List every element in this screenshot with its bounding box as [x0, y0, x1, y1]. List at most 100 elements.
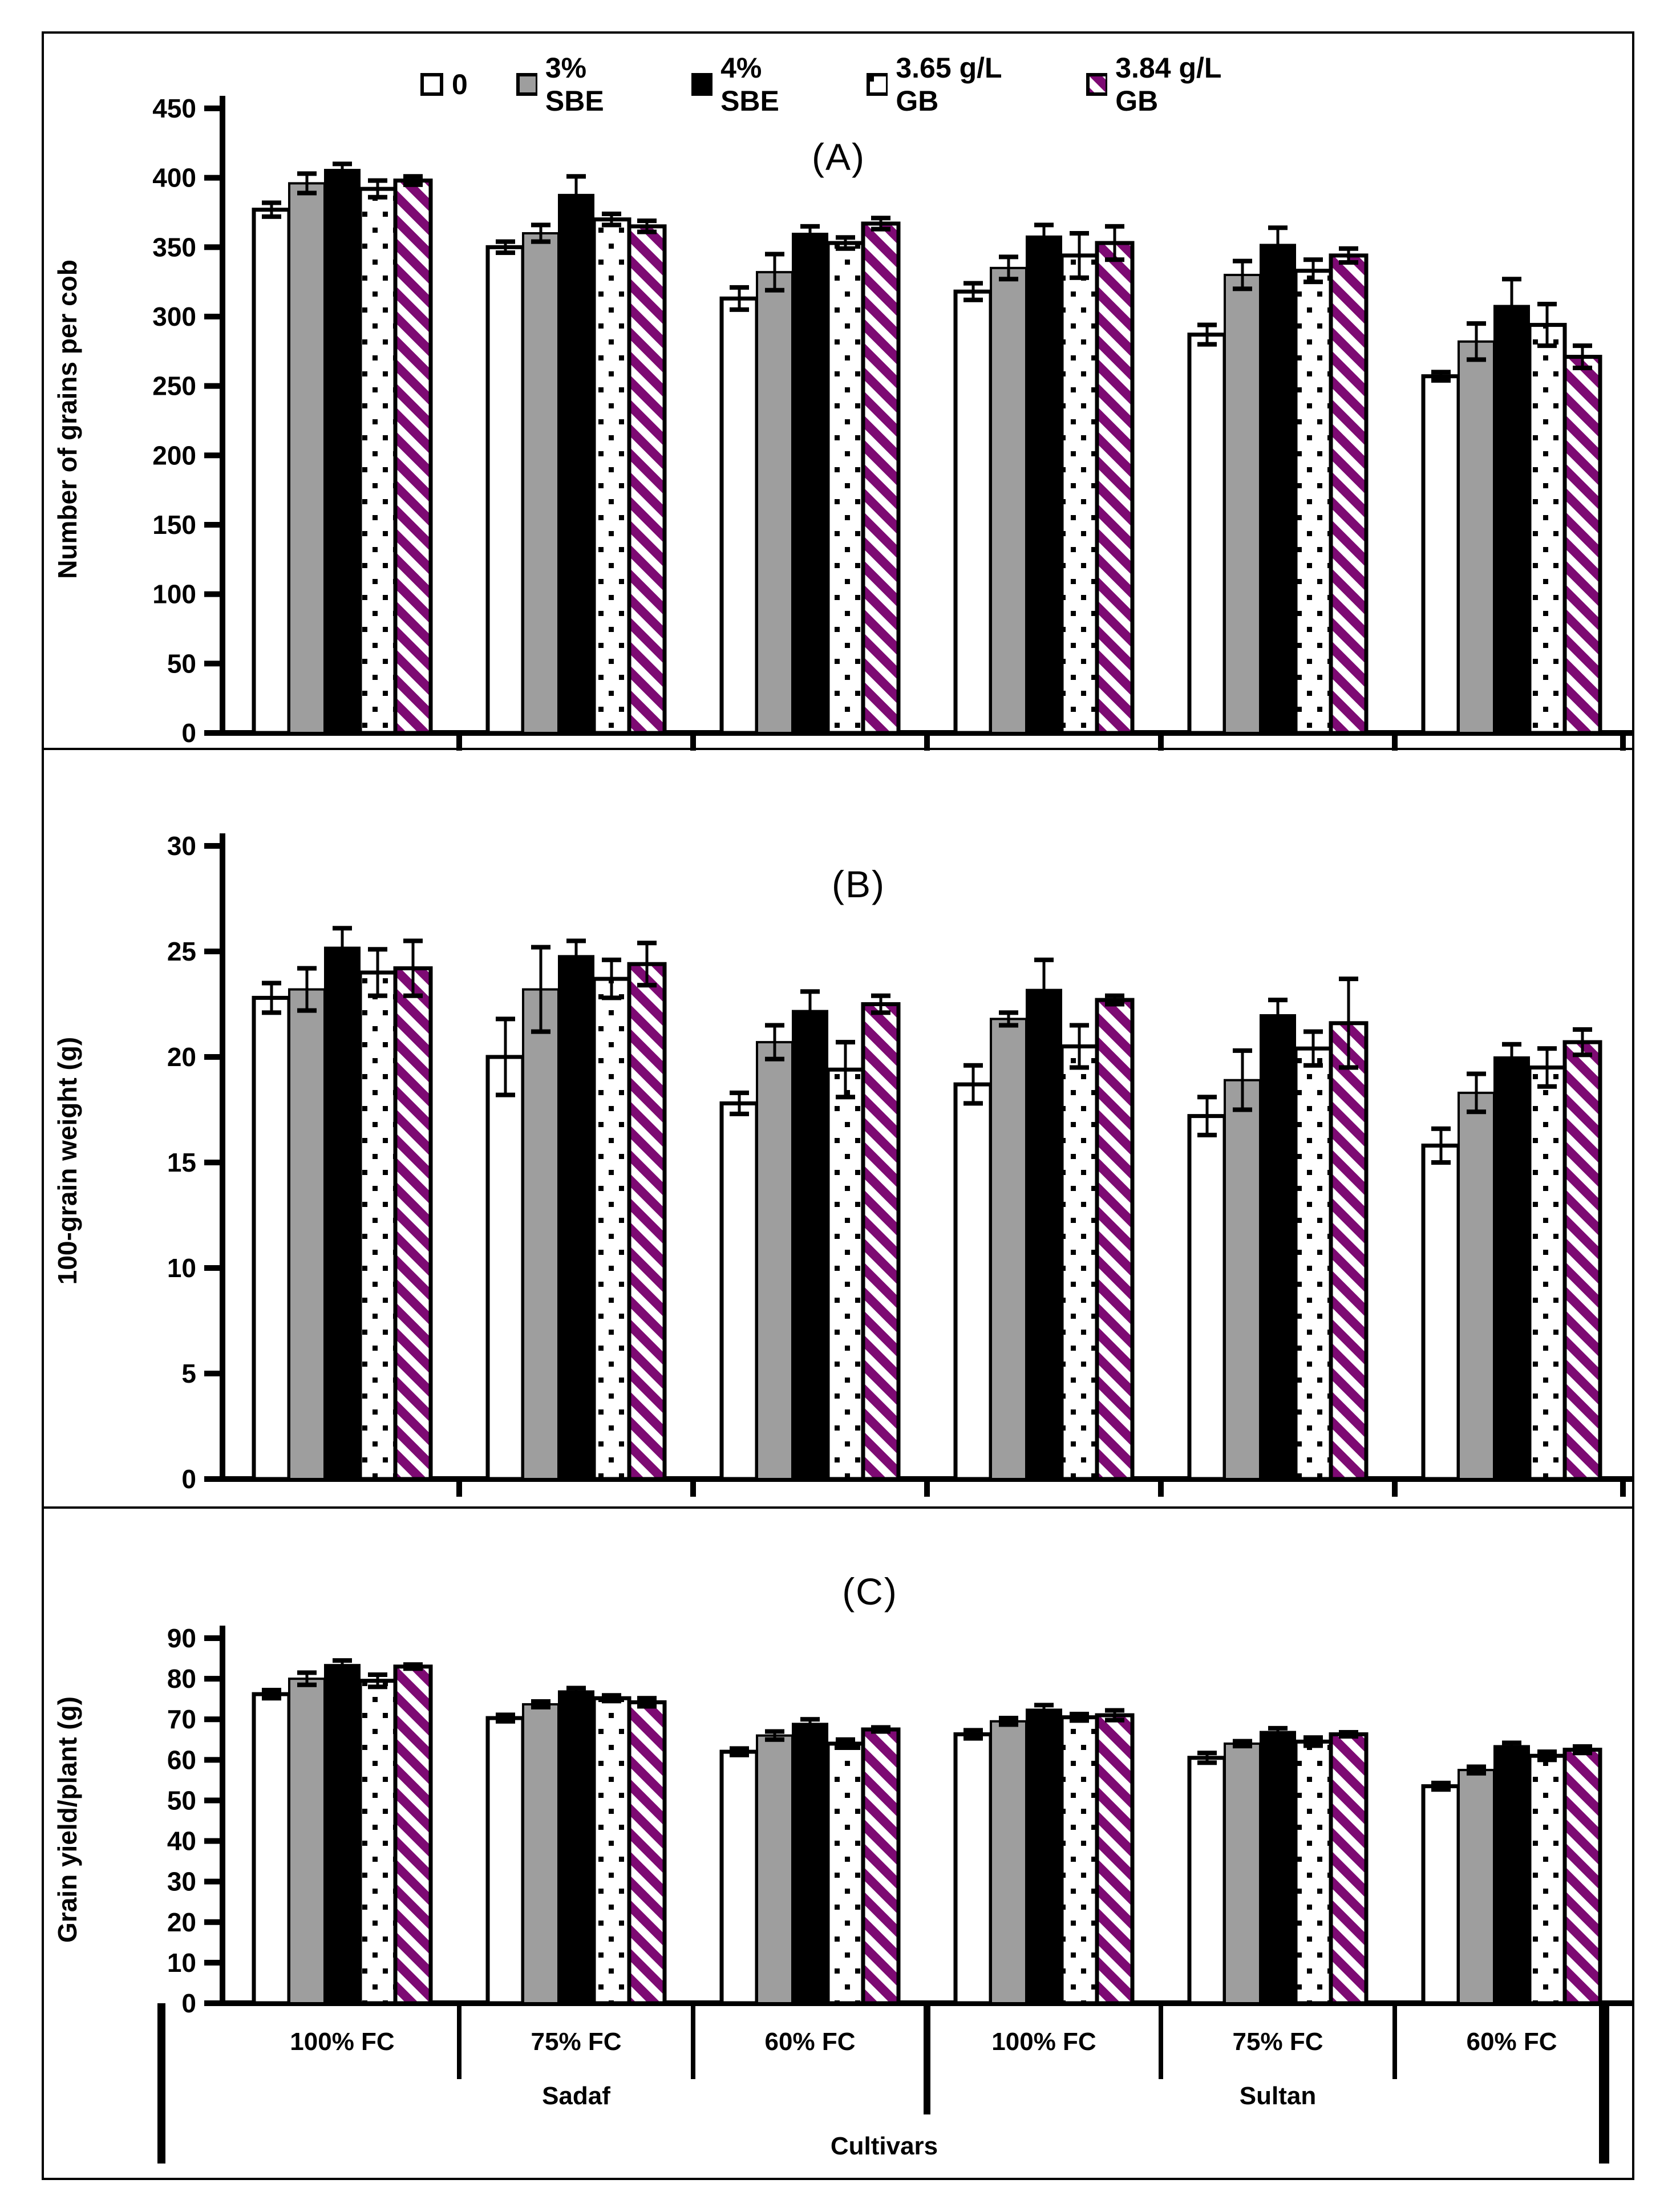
- error-bar-cap-A: [1431, 378, 1451, 383]
- error-bar-cap-C: [1197, 1760, 1217, 1765]
- error-bar-line-C: [1475, 1767, 1478, 1773]
- error-bar-line-C: [305, 1672, 309, 1685]
- error-bar-cap-A: [1573, 366, 1592, 371]
- error-bar-line-A: [1439, 372, 1443, 380]
- error-bar-line-C: [1113, 1710, 1116, 1720]
- error-bar-line-A: [504, 241, 507, 253]
- error-bar-cap-A: [800, 224, 820, 229]
- error-bar-cap-C: [602, 1693, 621, 1698]
- error-bar-cap-B: [871, 1010, 890, 1015]
- error-bar-cap-C: [964, 1728, 983, 1733]
- error-bar-cap-C: [1197, 1751, 1217, 1756]
- bar-C-3.84 g/L GB-g0: [393, 1664, 433, 2006]
- table-end-bar-left: [157, 2003, 165, 2164]
- error-bar-line-A: [844, 237, 847, 249]
- y-tick-label-C: 30: [167, 1867, 196, 1897]
- error-bar-cap-A: [566, 174, 586, 179]
- error-bar-cap-B: [765, 1023, 784, 1028]
- bar-C-4% SBE-g0: [324, 1664, 361, 2004]
- y-tick-B: [204, 1054, 220, 1060]
- error-bar-cap-C: [1339, 1729, 1358, 1735]
- xtick-sultan-75fc: 75% FC: [1232, 2028, 1323, 2056]
- error-bar-cap-A: [871, 216, 890, 221]
- bar-C-3% SBE-g5: [1458, 1769, 1495, 2004]
- bar-C-4% SBE-g1: [558, 1690, 594, 2004]
- y-tick-B: [204, 843, 220, 849]
- error-bar-line-C: [1581, 1746, 1584, 1753]
- bar-B-3.65 g/L GB-g0: [358, 970, 398, 1481]
- error-bar-cap-B: [496, 1092, 515, 1097]
- error-bar-cap-C: [1339, 1734, 1358, 1739]
- error-bar-line-B: [844, 1042, 847, 1097]
- error-bar-cap-A: [964, 297, 983, 302]
- error-bar-cap-C: [871, 1729, 890, 1734]
- bar-C-4% SBE-g4: [1260, 1731, 1296, 2004]
- bar-B-3% SBE-g2: [756, 1041, 794, 1480]
- error-bar-cap-A: [1105, 224, 1124, 229]
- y-tick-C: [204, 1716, 220, 1723]
- error-bar-cap-A: [368, 178, 387, 183]
- error-bar-cap-B: [566, 968, 586, 973]
- bar-C-3.65 g/L GB-g2: [825, 1741, 865, 2006]
- error-bar-cap-A: [1303, 257, 1323, 262]
- bar-C-3.84 g/L GB-g1: [627, 1700, 667, 2006]
- error-bar-cap-B: [531, 945, 550, 950]
- error-bar-cap-B: [964, 1063, 983, 1068]
- bar-C-3.65 g/L GB-g5: [1527, 1753, 1567, 2006]
- error-bar-line-A: [773, 254, 776, 290]
- error-bar-cap-C: [1537, 1757, 1557, 1763]
- bar-C-4% SBE-g3: [1026, 1708, 1062, 2004]
- error-bar-cap-B: [836, 1095, 855, 1100]
- error-bar-line-B: [1475, 1073, 1478, 1112]
- error-bar-line-C: [1510, 1743, 1513, 1749]
- error-bar-cap-C: [368, 1684, 387, 1690]
- error-bar-cap-A: [403, 182, 423, 187]
- error-bar-cap-A: [496, 239, 515, 244]
- error-bar-line-C: [1205, 1753, 1209, 1763]
- bar-B-3.65 g/L GB-g2: [825, 1067, 865, 1481]
- x-gap-tick-A: [1392, 736, 1398, 751]
- error-bar-cap-B: [1573, 1027, 1592, 1032]
- error-bar-cap-C: [1105, 1708, 1124, 1713]
- y-tick-A: [204, 591, 220, 597]
- error-bar-cap-B: [999, 1023, 1018, 1028]
- error-bar-line-A: [1078, 233, 1081, 278]
- y-tick-label-A: 150: [152, 510, 196, 540]
- bar-B-0-g1: [485, 1055, 525, 1481]
- y-axis-line-A: [220, 96, 225, 736]
- bar-B-3% SBE-g4: [1224, 1079, 1261, 1480]
- bar-C-3.65 g/L GB-g1: [592, 1696, 631, 2006]
- error-bar-line-B: [1078, 1025, 1081, 1068]
- error-bar-cap-B: [1105, 1002, 1124, 1007]
- error-bar-line-A: [1510, 279, 1513, 332]
- bar-A-4% SBE-g5: [1493, 305, 1530, 734]
- y-tick-label-A: 200: [152, 440, 196, 470]
- error-bar-cap-B: [1537, 1084, 1557, 1089]
- y-tick-B: [204, 1160, 220, 1165]
- error-bar-cap-B: [368, 993, 387, 998]
- error-bar-cap-A: [1339, 246, 1358, 251]
- error-bar-line-C: [773, 1731, 776, 1740]
- error-bar-cap-C: [566, 1686, 586, 1691]
- error-bar-line-B: [376, 949, 379, 996]
- error-bar-cap-C: [1034, 1711, 1054, 1716]
- bar-A-0-g3: [953, 289, 993, 735]
- bar-C-3.84 g/L GB-g3: [1095, 1713, 1135, 2006]
- legend-marker-gray-icon: [516, 73, 537, 96]
- error-bar-cap-A: [730, 285, 749, 290]
- error-bar-cap-A: [566, 210, 586, 215]
- error-bar-cap-B: [1197, 1095, 1217, 1100]
- bar-C-0-g5: [1421, 1784, 1461, 2006]
- table-end-bar-right: [1599, 2003, 1609, 2164]
- error-bar-line-A: [539, 225, 543, 242]
- error-bar-line-B: [971, 1065, 975, 1104]
- x-gap-tick-B: [456, 1482, 462, 1497]
- error-bar-line-A: [1581, 346, 1584, 368]
- error-bar-cap-A: [730, 307, 749, 312]
- error-bar-line-B: [879, 995, 882, 1013]
- xtick-sultan-60fc: 60% FC: [1466, 2028, 1557, 2056]
- error-bar-cap-B: [637, 983, 657, 988]
- error-bar-cap-A: [1105, 257, 1124, 262]
- error-bar-cap-B: [602, 995, 621, 1000]
- error-bar-cap-C: [765, 1737, 784, 1742]
